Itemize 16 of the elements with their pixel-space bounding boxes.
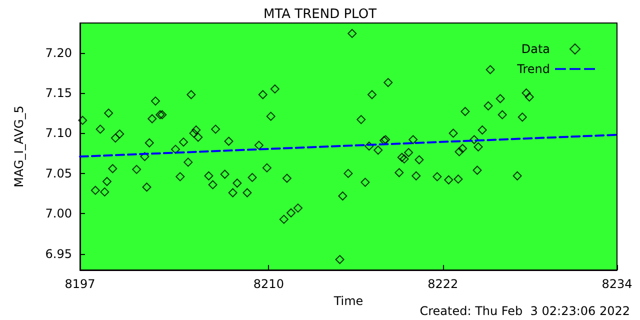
x-tick-label: 8234 [602, 277, 632, 291]
x-tick-label: 8222 [428, 277, 458, 291]
y-tick-label: 7.10 [45, 126, 72, 140]
y-axis-title: MAG_I_AVG_5 [12, 106, 26, 188]
text: Created: Thu Feb 3 02:23:06 2022 [420, 304, 630, 318]
y-tick-label: 7.15 [45, 86, 72, 100]
x-axis-title: Time [332, 294, 364, 308]
y-tick-label: 7.20 [45, 46, 72, 60]
y-tick-label: 6.95 [45, 246, 72, 261]
legend-label: Data [521, 42, 550, 56]
x-tick-label: 8197 [64, 277, 96, 291]
x-tick-label: 8210 [253, 277, 284, 291]
y-tick-label: 7.05 [45, 166, 72, 180]
legend-label: Trend [516, 62, 550, 76]
y-tick-label: 7.00 [45, 206, 72, 221]
chart-title: MTA TREND PLOT [263, 7, 377, 22]
